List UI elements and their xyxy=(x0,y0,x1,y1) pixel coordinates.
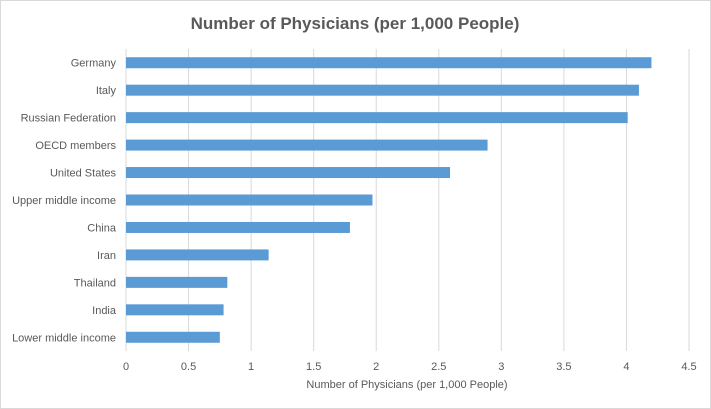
category-label: Germany xyxy=(71,58,117,70)
category-label: OECD members xyxy=(35,140,116,152)
bar xyxy=(126,221,350,233)
gridlines xyxy=(125,49,690,351)
bar xyxy=(126,84,639,96)
category-label: Upper middle income xyxy=(12,195,116,207)
category-label: Iran xyxy=(97,250,116,262)
bar xyxy=(126,194,373,206)
bar xyxy=(126,304,224,316)
bar xyxy=(126,57,652,69)
x-tick-label: 4.5 xyxy=(681,361,696,373)
bar xyxy=(126,276,228,288)
x-tick-label: 1.5 xyxy=(306,361,321,373)
x-tick-label: 2 xyxy=(373,361,379,373)
x-tick-labels: 0 0.5 1 1.5 2 2.5 3 3.5 4 4.5 xyxy=(123,361,697,373)
bar xyxy=(126,249,269,261)
x-tick-label: 0.5 xyxy=(181,361,196,373)
x-tick-label: 3 xyxy=(498,361,504,373)
x-tick-label: 2.5 xyxy=(431,361,446,373)
category-label: Italy xyxy=(96,85,117,97)
bar xyxy=(126,331,220,343)
bar xyxy=(126,139,488,151)
x-axis-title: Number of Physicians (per 1,000 People) xyxy=(306,379,507,391)
category-label: Thailand xyxy=(74,277,116,289)
x-tick-label: 1 xyxy=(248,361,254,373)
chart-title: Number of Physicians (per 1,000 People) xyxy=(191,14,520,33)
x-tick-label: 3.5 xyxy=(556,361,571,373)
bar xyxy=(126,167,451,179)
category-label: United States xyxy=(50,168,117,180)
category-label: Russian Federation xyxy=(21,113,116,125)
bars xyxy=(126,57,652,343)
bar xyxy=(126,112,628,124)
category-label: India xyxy=(92,305,117,317)
x-tick-label: 4 xyxy=(623,361,629,373)
x-tick-label: 0 xyxy=(123,361,129,373)
category-label: China xyxy=(87,222,117,234)
category-label: Lower middle income xyxy=(12,332,116,344)
category-labels: Germany Italy Russian Federation OECD membe… xyxy=(12,58,117,345)
